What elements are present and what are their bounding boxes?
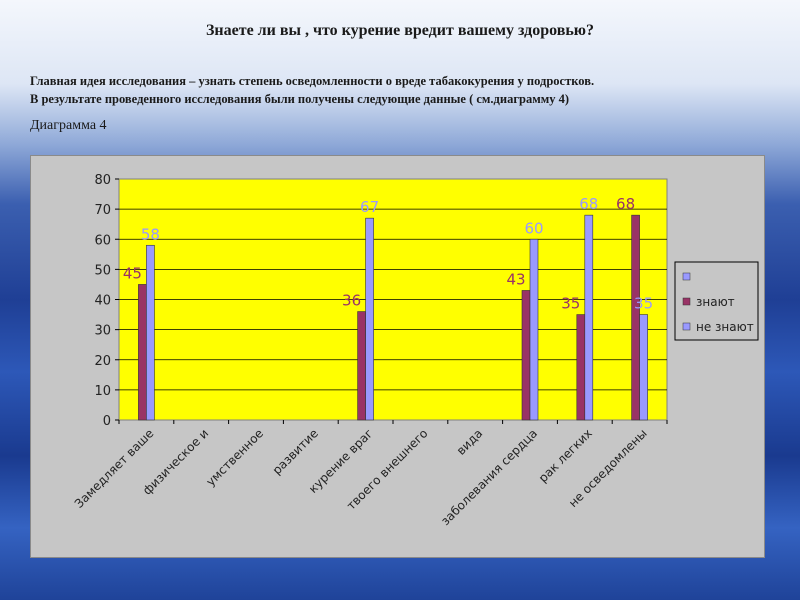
data-label: 35	[634, 295, 653, 313]
bar-know	[521, 290, 531, 421]
data-label: 68	[616, 195, 635, 213]
y-tick-label: 30	[94, 324, 111, 339]
bar-dont-know	[365, 217, 374, 421]
y-tick-label: 50	[94, 263, 111, 278]
x-category-label: вида	[454, 426, 485, 457]
legend-swatch	[682, 322, 691, 331]
chart-area: 0 10 20 30 40 50 60 70 80 45 58 36 67 43 60 35 68 68 35 Зам…	[30, 155, 765, 558]
y-tick-label: 0	[103, 414, 111, 429]
bar-chart: 0 10 20 30 40 50 60 70 80 45 58 36 67 43 60 35 68 68 35 Зам…	[72, 173, 759, 528]
bar-dont-know	[529, 238, 539, 421]
bar-dont-know	[584, 214, 594, 421]
data-label: 36	[342, 292, 361, 310]
data-label: 67	[360, 198, 379, 216]
data-label: 60	[524, 219, 543, 237]
legend-label: знают	[696, 295, 735, 309]
y-tick-label: 70	[94, 203, 111, 218]
chart-caption: Диаграмма 4	[30, 118, 107, 133]
y-tick-label: 40	[94, 294, 111, 309]
bar-know	[138, 284, 147, 421]
x-category-label: развитие	[270, 426, 321, 477]
x-category-label: Замедляет ваше	[72, 426, 157, 511]
bar-dont-know	[146, 244, 155, 421]
legend-label: не знают	[696, 320, 754, 334]
x-category-label: рак легких	[536, 426, 595, 485]
description-line-1: Главная идея исследования – узнать степе…	[30, 74, 595, 88]
data-label: 43	[506, 270, 525, 288]
description-line-2: В результате проведенного исследования б…	[30, 92, 570, 106]
bar-know	[576, 314, 586, 421]
data-label: 35	[561, 295, 580, 313]
x-category-label: умственное	[203, 426, 266, 489]
bar-know	[631, 214, 640, 421]
bar-dont-know	[639, 314, 648, 421]
legend-swatch	[682, 272, 691, 281]
data-label: 58	[141, 225, 160, 243]
y-tick-label: 10	[94, 384, 111, 399]
y-tick-label: 80	[94, 173, 111, 188]
slide-title: Знаете ли вы , что курение вредит вашему…	[205, 22, 595, 39]
legend-swatch	[682, 297, 691, 306]
x-category-label: заболевания сердца	[438, 426, 540, 528]
data-label: 68	[579, 195, 598, 213]
y-tick-label: 60	[94, 233, 111, 248]
research-description: Главная идея исследования – узнать степе…	[30, 72, 790, 108]
data-label: 45	[123, 264, 142, 282]
bar-know	[357, 311, 366, 421]
y-tick-label: 20	[94, 354, 111, 369]
